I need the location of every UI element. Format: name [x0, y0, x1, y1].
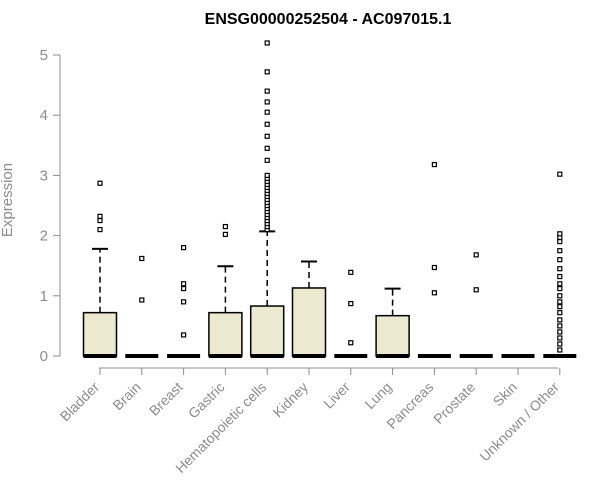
outlier-point	[473, 252, 479, 258]
outlier-point	[431, 264, 437, 271]
outlier-point	[181, 245, 187, 251]
outlier-point	[264, 133, 270, 139]
box-iqr	[208, 311, 243, 357]
x-category-label: Bladder	[57, 379, 103, 425]
outlier-point	[264, 69, 270, 75]
outlier-point	[557, 293, 563, 299]
x-category-label: Kidney	[270, 379, 312, 421]
box-group	[208, 223, 243, 358]
x-category-label: Unknown / Other	[476, 379, 562, 465]
box-iqr	[249, 305, 285, 357]
box-iqr	[291, 287, 327, 357]
outlier-point	[557, 273, 563, 280]
y-tick-label: 4	[40, 107, 48, 124]
outlier-point	[222, 231, 228, 237]
box-group	[375, 287, 410, 358]
x-category-label: Prostate	[430, 379, 478, 427]
outlier-point	[557, 347, 563, 353]
outlier-point	[557, 299, 563, 305]
outlier-point	[264, 40, 270, 46]
boxes	[82, 40, 577, 358]
outlier-point	[97, 217, 103, 224]
outlier-point	[557, 248, 563, 254]
outlier-point	[181, 299, 187, 305]
outlier-point	[97, 213, 103, 219]
x-category-label: Breast	[146, 379, 186, 419]
outlier-point	[348, 269, 354, 275]
outlier-point	[264, 88, 270, 94]
outlier-point	[431, 161, 437, 168]
outlier-point	[431, 290, 437, 296]
outlier-point	[222, 223, 228, 230]
x-category-label: Lung	[361, 379, 394, 412]
outlier-point	[557, 257, 563, 263]
outlier-point	[557, 329, 563, 335]
outlier-point	[348, 301, 354, 307]
outlier-point	[181, 285, 187, 292]
outlier-point	[264, 109, 270, 115]
outlier-point	[557, 310, 563, 316]
outlier-point	[557, 317, 563, 323]
outlier-point	[557, 304, 563, 310]
x-category-label: Skin	[490, 379, 521, 410]
outlier-point	[557, 239, 563, 245]
outlier-point	[348, 340, 354, 346]
outlier-point	[557, 171, 563, 177]
box-group	[417, 161, 451, 358]
outlier-point	[264, 145, 270, 151]
outlier-point	[557, 266, 563, 272]
box-group	[459, 252, 493, 358]
box-iqr	[82, 311, 118, 357]
outlier-point	[264, 99, 270, 105]
y-tick-label: 5	[40, 47, 48, 64]
box-group	[291, 260, 327, 358]
outlier-point	[264, 157, 270, 163]
outlier-point	[264, 172, 270, 178]
box-group	[249, 40, 285, 358]
x-category-label: Brain	[109, 379, 143, 413]
outlier-point	[181, 332, 187, 338]
y-axis-label: Expression	[0, 163, 16, 237]
box-iqr	[375, 314, 410, 357]
y-ticks: 0 1 2 3 4 5	[40, 47, 60, 365]
outlier-point	[139, 255, 145, 262]
box-group	[334, 269, 368, 358]
box-group	[82, 180, 118, 358]
outlier-point	[557, 341, 563, 347]
outlier-point	[139, 297, 145, 303]
outlier-point	[264, 121, 270, 127]
outlier-point	[473, 287, 479, 293]
outlier-point	[557, 285, 563, 292]
outlier-point	[557, 231, 563, 237]
chart-title: ENSG00000252504 - AC097015.1	[205, 11, 452, 28]
outlier-point	[97, 180, 103, 186]
y-tick-label: 0	[40, 348, 48, 365]
outlier-point	[557, 335, 563, 341]
outlier-point	[97, 226, 103, 233]
outlier-point	[181, 281, 187, 287]
box-group	[125, 255, 159, 358]
outlier-point	[557, 281, 563, 287]
y-tick-label: 2	[40, 228, 48, 245]
y-tick-label: 1	[40, 288, 48, 305]
box-group	[167, 245, 201, 358]
box-group	[543, 171, 577, 358]
outlier-point	[557, 323, 563, 329]
x-category-label: Liver	[320, 379, 353, 412]
y-tick-label: 3	[40, 167, 48, 184]
